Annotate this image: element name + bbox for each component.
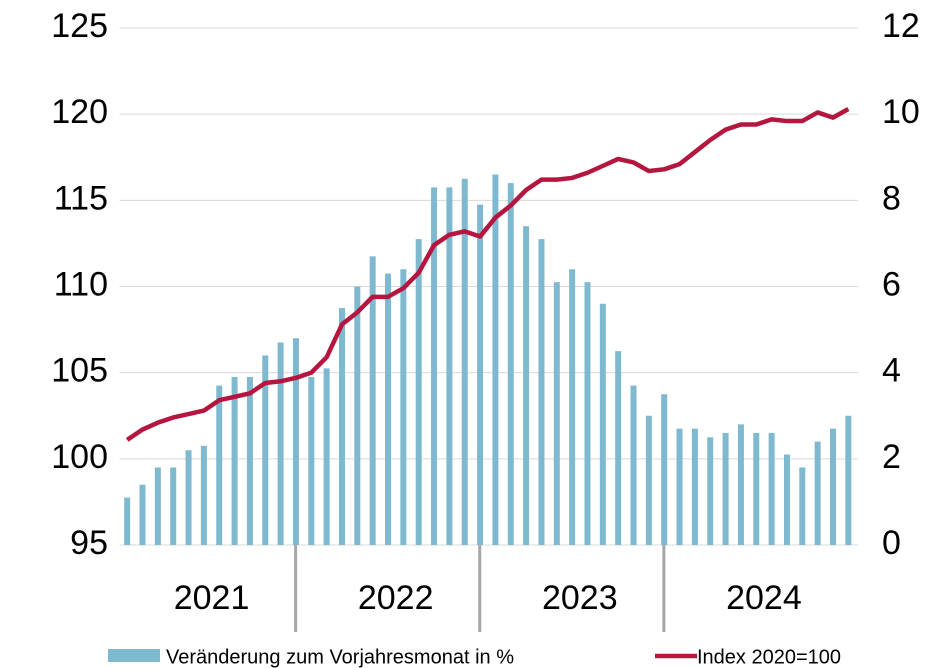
bar: [753, 432, 760, 545]
bar: [691, 428, 698, 545]
bar: [292, 338, 299, 545]
bar: [185, 450, 192, 545]
x-tick-label: 2021: [174, 579, 250, 617]
y-tick-label: 105: [51, 352, 108, 390]
bar: [461, 178, 468, 545]
bar: [354, 286, 361, 545]
line: [125, 107, 850, 442]
bar: [569, 269, 576, 545]
legend-swatch: [108, 649, 160, 662]
bar: [277, 342, 284, 545]
y2-tick-label: 4: [882, 352, 901, 390]
y2-tick-label: 8: [882, 179, 901, 217]
y-tick-label: 115: [54, 179, 108, 217]
bar: [768, 432, 775, 545]
bar: [124, 497, 131, 545]
bar: [661, 394, 668, 545]
bar: [829, 428, 836, 545]
bar: [154, 467, 161, 545]
x-tick-label: 2022: [358, 579, 434, 617]
y2-tick-label: 0: [882, 524, 901, 562]
bar: [231, 376, 238, 545]
y-tick-label: 125: [51, 7, 108, 45]
y2-tick-label: 6: [882, 265, 901, 303]
bar: [615, 351, 622, 545]
legend-label: Veränderung zum Vorjahresmonat in %: [166, 646, 514, 668]
bar: [507, 183, 514, 545]
bar: [246, 376, 253, 545]
bar: [737, 424, 744, 545]
bar: [262, 355, 269, 545]
y2-tick-label: 10: [882, 93, 920, 131]
bar: [170, 467, 177, 545]
y2-tick-label: 2: [882, 438, 901, 476]
bar: [584, 282, 591, 545]
bar: [845, 415, 852, 545]
bar: [492, 174, 499, 545]
bar: [216, 385, 223, 545]
bar: [431, 187, 438, 546]
bar: [446, 187, 453, 546]
y2-tick-label: 12: [882, 7, 920, 45]
bar: [308, 376, 315, 545]
y-tick-label: 95: [70, 524, 108, 562]
bar: [477, 204, 484, 545]
x-tick-label: 2024: [726, 579, 802, 617]
bar: [523, 226, 530, 545]
y-tick-label: 120: [51, 93, 108, 131]
bar: [369, 256, 376, 545]
bar: [538, 239, 545, 545]
bar: [783, 454, 790, 545]
bar: [553, 282, 560, 545]
bar: [415, 239, 422, 545]
bar: [323, 368, 330, 545]
legend: Veränderung zum Vorjahresmonat in % Index…: [108, 646, 841, 668]
x-tick-label: 2023: [542, 579, 618, 617]
y-tick-label: 100: [51, 438, 108, 476]
bar: [676, 428, 683, 545]
bar: [722, 432, 729, 545]
bar: [707, 437, 714, 545]
bar: [799, 467, 806, 545]
bar: [400, 269, 407, 545]
legend-label: Index 2020=100: [697, 646, 841, 668]
bar: [814, 441, 821, 545]
bar: [200, 445, 207, 545]
bar: [338, 308, 345, 545]
bar: [630, 385, 637, 545]
bar: [139, 484, 146, 545]
bar: [385, 273, 392, 545]
y-tick-label: 110: [54, 265, 108, 303]
bar: [599, 303, 606, 545]
bar: [645, 415, 652, 545]
